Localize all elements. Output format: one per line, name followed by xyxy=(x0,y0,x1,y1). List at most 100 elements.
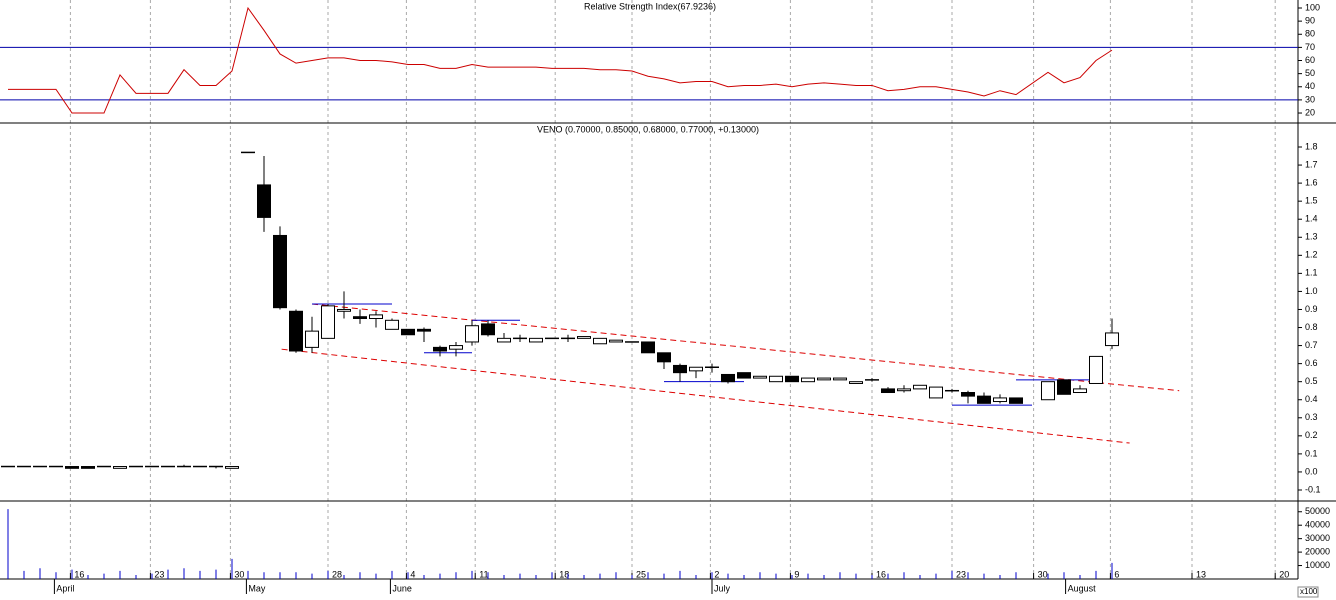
candle-body xyxy=(1009,397,1023,404)
x-tick-label: 28 xyxy=(332,569,342,579)
candle-body xyxy=(273,234,287,309)
trend-line xyxy=(281,348,1130,444)
candle-body xyxy=(785,375,799,383)
y-tick-label: 0.1 xyxy=(1305,448,1318,458)
y-tick-label: 1.5 xyxy=(1305,196,1318,206)
candle-body xyxy=(737,372,751,379)
candle-body xyxy=(417,328,431,332)
candle-body xyxy=(817,377,831,381)
candle-body xyxy=(385,319,399,330)
candle-body xyxy=(977,395,991,404)
y-tick-label: 50 xyxy=(1305,68,1315,78)
y-tick-label: 70 xyxy=(1305,42,1315,52)
y-tick-label: 0.0 xyxy=(1305,466,1318,476)
candle-body xyxy=(913,384,927,390)
candle-body xyxy=(337,308,351,312)
y-tick-label: -0.1 xyxy=(1305,484,1321,494)
candle-body xyxy=(81,466,95,469)
candle-body xyxy=(609,339,623,343)
y-tick-label: 20 xyxy=(1305,107,1315,117)
candle-body xyxy=(449,345,463,350)
x-tick-label: 2 xyxy=(714,569,719,579)
y-tick-label: 60 xyxy=(1305,55,1315,65)
x-tick-label: 16 xyxy=(74,569,84,579)
y-tick-label: 1.1 xyxy=(1305,268,1318,278)
rsi-line xyxy=(8,6,1113,114)
y-tick-label: 0.4 xyxy=(1305,394,1318,404)
x-tick-label: 13 xyxy=(1196,569,1206,579)
candle-body xyxy=(257,184,271,218)
y-tick-label: 40000 xyxy=(1305,520,1330,530)
candle-body xyxy=(961,392,975,397)
y-tick-label: 0.7 xyxy=(1305,340,1318,350)
candle-body xyxy=(65,466,79,469)
y-tick-label: 1.3 xyxy=(1305,232,1318,242)
y-tick-label: 90 xyxy=(1305,16,1315,26)
candle-body xyxy=(577,336,591,339)
candle-body xyxy=(529,337,543,343)
candle-body xyxy=(721,373,735,383)
x-tick-label: 9 xyxy=(794,569,799,579)
y-tick-label: 0.5 xyxy=(1305,376,1318,386)
y-tick-label: 1.7 xyxy=(1305,159,1318,169)
month-label: June xyxy=(392,583,412,593)
x-tick-label: 11 xyxy=(479,569,488,579)
candle-body xyxy=(113,466,127,469)
x-tick-label: 23 xyxy=(956,569,966,579)
y-tick-label: 1.6 xyxy=(1305,177,1318,187)
candle-body xyxy=(481,323,495,336)
candle-body xyxy=(225,466,239,469)
candle-body xyxy=(689,366,703,372)
y-tick-label: 1.4 xyxy=(1305,214,1318,224)
y-tick-label: 0.3 xyxy=(1305,412,1318,422)
price-title: VENO (0.70000, 0.85000, 0.68000, 0.77000… xyxy=(537,124,759,134)
candle-body xyxy=(353,316,367,319)
x-tick-label: 23 xyxy=(154,569,164,579)
candle-body xyxy=(289,310,303,352)
x-tick-label: 30 xyxy=(234,569,244,579)
y-tick-label: 40 xyxy=(1305,81,1315,91)
trend-line xyxy=(311,303,1180,392)
x-tick-label: 18 xyxy=(559,569,569,579)
candle-body xyxy=(657,352,671,363)
candle-body xyxy=(673,364,687,374)
y-tick-label: 0.6 xyxy=(1305,358,1318,368)
candle-body xyxy=(897,388,911,392)
y-tick-label: 30000 xyxy=(1305,533,1330,543)
month-label: May xyxy=(248,583,266,593)
candle-body xyxy=(321,305,335,339)
x-tick-label: 4 xyxy=(410,569,415,579)
unit-box xyxy=(1297,586,1319,598)
candle-body xyxy=(593,337,607,345)
candle-body xyxy=(401,328,415,336)
candle-body xyxy=(1057,379,1071,395)
grid-layer xyxy=(69,0,1276,579)
candle-body xyxy=(1073,388,1087,394)
candle-body xyxy=(305,330,319,348)
x-tick-label: 6 xyxy=(1114,569,1119,579)
candle-body xyxy=(641,341,655,354)
month-label: April xyxy=(56,583,74,593)
month-label: July xyxy=(714,583,731,593)
candle-body xyxy=(881,388,895,394)
y-tick-label: 0.9 xyxy=(1305,304,1318,314)
x-tick-label: 30 xyxy=(1038,569,1048,579)
y-tick-label: 1.0 xyxy=(1305,286,1318,296)
candle-body xyxy=(433,346,447,352)
y-tick-label: 100 xyxy=(1305,2,1320,12)
y-tick-label: 0.2 xyxy=(1305,430,1318,440)
y-tick-label: 10000 xyxy=(1305,560,1330,570)
candle-body xyxy=(497,337,511,343)
y-tick-label: 20000 xyxy=(1305,546,1330,556)
candle-body xyxy=(833,377,847,381)
rsi-title: Relative Strength Index(67.9236) xyxy=(584,1,716,11)
candle-body xyxy=(1041,381,1055,401)
candle-body xyxy=(369,314,383,319)
candle-body xyxy=(1089,355,1103,384)
y-tick-label: 1.2 xyxy=(1305,250,1318,260)
candle-body xyxy=(1105,332,1119,347)
x-tick-label: 25 xyxy=(636,569,646,579)
unit-label: x100 xyxy=(1300,587,1318,596)
